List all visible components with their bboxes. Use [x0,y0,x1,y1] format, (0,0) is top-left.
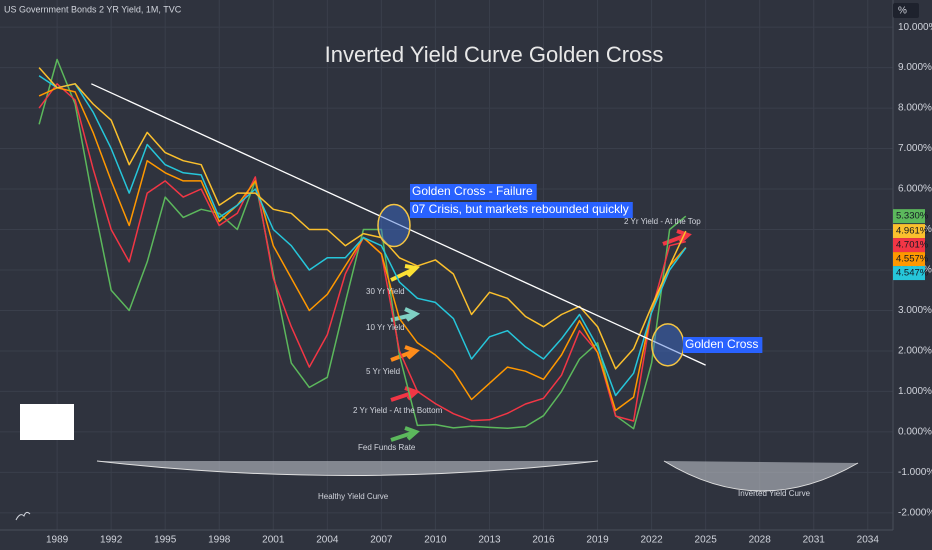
grid [0,0,893,530]
x-tick-label: 2019 [586,535,609,546]
annotation: Golden Cross [685,337,758,351]
unit-box [893,3,919,18]
annotation: 30 Yr Yield [366,287,405,296]
y-tick-label: 2.000% [898,346,932,357]
y-tick-label: -2.000% [898,507,932,518]
annotation: 2 Yr Yield - At the Top [624,217,701,226]
last-value-box [893,266,925,281]
last-value-box [893,209,925,224]
last-value-box [893,238,925,253]
last-value-label: 4.701% [896,240,929,251]
unit-label: % [898,6,907,17]
y-tick-label: 1.000% [898,386,932,397]
inverted-arc [663,460,859,492]
y-tick-label: 3.000% [898,305,932,316]
x-tick-label: 2013 [478,535,501,546]
x-tick-label: 2028 [749,535,772,546]
x-tick-label: 2016 [532,535,555,546]
trendline [91,83,706,366]
x-tick-label: 1989 [46,535,69,546]
y-tick-label: 8.000% [898,103,932,114]
healthy-arc [96,460,599,476]
last-value-label: 5.330% [896,211,929,222]
x-tick-label: 1995 [154,535,177,546]
highlight-circle [377,203,411,248]
y-tick-label: 0.000% [898,427,932,438]
x-tick-label: 2022 [640,535,663,546]
annotation-box [410,202,633,218]
annotation: 5 Yr Yield [366,367,400,376]
annotation: Inverted Yield Curve [738,489,811,498]
series-line [38,58,687,430]
last-value-box [893,224,925,239]
chart-title: Inverted Yield Curve Golden Cross [325,42,664,67]
annotation: 2 Yr Yield - At the Bottom [353,406,443,415]
chart-header: US Government Bonds 2 YR Yield, 1M, TVC [4,4,182,14]
annotation: Fed Funds Rate [358,443,416,452]
annotation-box [683,337,763,353]
y-tick-label: 7.000% [898,143,932,154]
x-tick-label: 2010 [424,535,447,546]
y-tick-label: -1.000% [898,467,932,478]
annotation: 10 Yr Yield [366,323,405,332]
annotation: Healthy Yield Curve [318,492,389,501]
annotation: 07 Crisis, but markets rebounded quickly [412,202,629,216]
x-tick-label: 2001 [262,535,285,546]
highlight-circle [651,323,685,367]
y-tick-label: 10.000% [898,22,932,33]
x-tick-label: 2025 [695,535,718,546]
annotation: Golden Cross - Failure [412,184,533,198]
x-tick-label: 1998 [208,535,231,546]
x-tick-label: 2004 [316,535,339,546]
annotation-box [410,184,537,200]
last-value-label: 4.961% [896,226,929,237]
logo [15,511,31,521]
inset-image [20,404,74,440]
x-tick-label: 2034 [857,535,880,546]
series-line [38,67,687,370]
x-tick-label: 2007 [370,535,393,546]
last-value-box [893,252,925,267]
y-tick-label: 6.000% [898,184,932,195]
x-tick-label: 2031 [803,535,826,546]
y-tick-label: 9.000% [898,62,932,73]
last-value-label: 4.557% [896,254,929,265]
last-value-label: 4.547% [896,268,929,279]
series-line [38,75,687,397]
x-tick-label: 1992 [100,535,123,546]
